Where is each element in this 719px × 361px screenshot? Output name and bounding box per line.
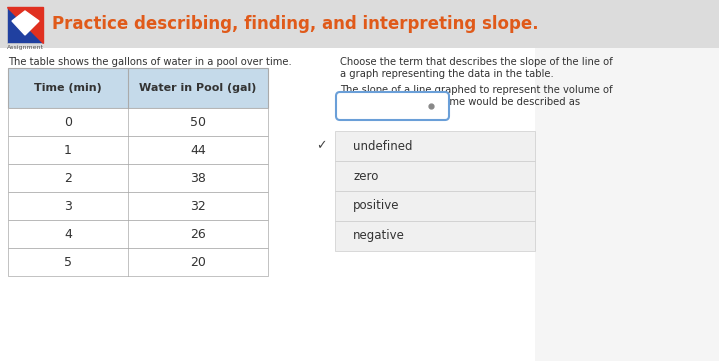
Text: 32: 32 — [190, 200, 206, 213]
Text: 44: 44 — [190, 144, 206, 157]
Text: ✓: ✓ — [316, 139, 326, 152]
Text: 26: 26 — [190, 227, 206, 240]
Text: water in a pool over time would be described as: water in a pool over time would be descr… — [340, 97, 580, 107]
FancyBboxPatch shape — [335, 131, 535, 161]
Text: 0: 0 — [64, 116, 72, 129]
FancyBboxPatch shape — [8, 68, 268, 108]
Text: 1: 1 — [64, 144, 72, 157]
FancyBboxPatch shape — [7, 7, 43, 43]
Text: negative: negative — [353, 230, 405, 243]
Text: 5: 5 — [64, 256, 72, 269]
FancyBboxPatch shape — [335, 191, 535, 221]
Text: The table shows the gallons of water in a pool over time.: The table shows the gallons of water in … — [8, 57, 292, 67]
Text: Assignment: Assignment — [6, 45, 44, 50]
Polygon shape — [7, 7, 43, 43]
FancyBboxPatch shape — [8, 136, 268, 164]
FancyBboxPatch shape — [8, 220, 268, 248]
Text: undefined: undefined — [353, 139, 413, 152]
Text: 38: 38 — [190, 171, 206, 184]
FancyBboxPatch shape — [0, 48, 719, 361]
Text: Choose the term that describes the slope of the line of: Choose the term that describes the slope… — [340, 57, 613, 67]
Text: 20: 20 — [190, 256, 206, 269]
Text: 4: 4 — [64, 227, 72, 240]
Text: Practice describing, finding, and interpreting slope.: Practice describing, finding, and interp… — [52, 15, 539, 33]
Text: positive: positive — [353, 200, 400, 213]
Text: Time (min): Time (min) — [34, 83, 102, 93]
FancyBboxPatch shape — [8, 164, 268, 192]
FancyBboxPatch shape — [335, 221, 535, 251]
Polygon shape — [12, 11, 39, 35]
FancyBboxPatch shape — [335, 161, 535, 191]
Text: The slope of a line graphed to represent the volume of: The slope of a line graphed to represent… — [340, 85, 613, 95]
Text: 2: 2 — [64, 171, 72, 184]
Text: 3: 3 — [64, 200, 72, 213]
FancyBboxPatch shape — [0, 0, 719, 48]
Text: zero: zero — [353, 170, 378, 183]
FancyBboxPatch shape — [8, 192, 268, 220]
FancyBboxPatch shape — [8, 248, 268, 276]
FancyBboxPatch shape — [8, 108, 268, 136]
Text: Water in Pool (gal): Water in Pool (gal) — [139, 83, 257, 93]
Text: 50: 50 — [190, 116, 206, 129]
FancyBboxPatch shape — [336, 92, 449, 120]
FancyBboxPatch shape — [535, 48, 719, 361]
Text: a graph representing the data in the table.: a graph representing the data in the tab… — [340, 69, 554, 79]
